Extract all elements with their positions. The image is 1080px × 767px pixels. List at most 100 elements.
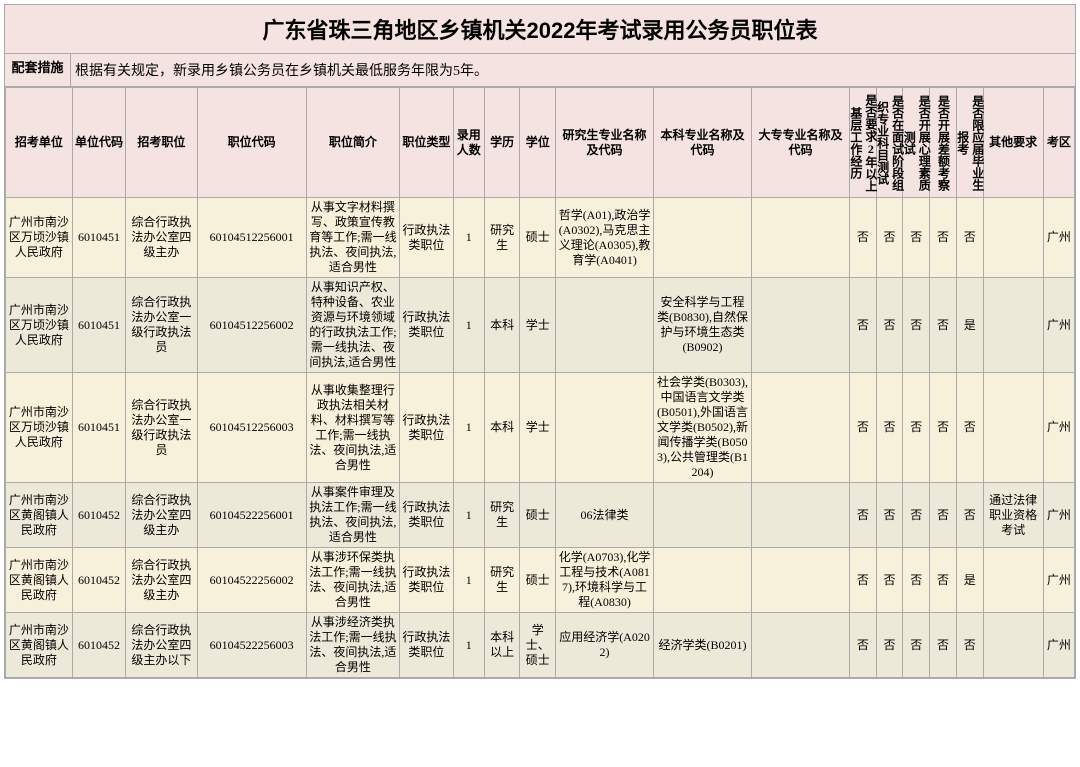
table-cell: [556, 373, 654, 483]
table-cell: 化学(A0703),化学工程与技术(A0817),环境科学与工程(A0830): [556, 548, 654, 613]
table-cell: 广州: [1043, 373, 1074, 483]
table-cell: 否: [903, 373, 930, 483]
table-cell: 否: [876, 198, 903, 278]
table-cell: [983, 373, 1043, 483]
col-header: 是否在面试阶段组织专业科目测试: [876, 88, 903, 198]
table-cell: 综合行政执法办公室四级主办以下: [126, 613, 197, 678]
table-cell: 否: [876, 483, 903, 548]
table-cell: 从事涉环保类执法工作;需一线执法、夜间执法,适合男性: [306, 548, 400, 613]
table-cell: 本科以上: [484, 613, 520, 678]
table-cell: 否: [930, 278, 957, 373]
table-cell: 综合行政执法办公室一级行政执法员: [126, 373, 197, 483]
table-cell: 否: [930, 198, 957, 278]
table-row: 广州市南沙区黄阁镇人民政府6010452综合行政执法办公室四级主办以下60104…: [6, 613, 1075, 678]
col-header: 研究生专业名称及代码: [556, 88, 654, 198]
table-cell: 广州市南沙区黄阁镇人民政府: [6, 483, 73, 548]
table-row: 广州市南沙区万顷沙镇人民政府6010451综合行政执法办公室一级行政执法员601…: [6, 373, 1075, 483]
table-cell: 广州市南沙区万顷沙镇人民政府: [6, 198, 73, 278]
col-header: 是否要求2年以上基层工作经历: [849, 88, 876, 198]
table-cell: 广州: [1043, 613, 1074, 678]
table-cell: 从事收集整理行政执法相关材料、材料撰写等工作;需一线执法、夜间执法,适合男性: [306, 373, 400, 483]
table-cell: 硕士: [520, 548, 556, 613]
table-cell: 本科: [484, 373, 520, 483]
table-cell: 行政执法类职位: [400, 548, 453, 613]
table-cell: 行政执法类职位: [400, 373, 453, 483]
table-cell: 社会学类(B0303),中国语言文学类(B0501),外国语言文学类(B0502…: [654, 373, 752, 483]
table-cell: [654, 548, 752, 613]
table-cell: 否: [876, 548, 903, 613]
table-cell: 广州市南沙区黄阁镇人民政府: [6, 613, 73, 678]
table-cell: 6010451: [72, 198, 125, 278]
col-header: 职位代码: [197, 88, 306, 198]
col-header: 录用人数: [453, 88, 484, 198]
table-cell: 广州: [1043, 278, 1074, 373]
table-cell: [556, 278, 654, 373]
table-row: 广州市南沙区万顷沙镇人民政府6010451综合行政执法办公室四级主办601045…: [6, 198, 1075, 278]
col-header: 是否开展差额考察: [930, 88, 957, 198]
table-cell: 6010451: [72, 373, 125, 483]
table-cell: 是: [956, 548, 983, 613]
table-cell: 否: [930, 373, 957, 483]
table-cell: 行政执法类职位: [400, 278, 453, 373]
table-cell: 60104522256001: [197, 483, 306, 548]
col-header: 单位代码: [72, 88, 125, 198]
table-cell: 研究生: [484, 483, 520, 548]
table-cell: 研究生: [484, 198, 520, 278]
table-cell: 60104522256003: [197, 613, 306, 678]
table-cell: 否: [956, 483, 983, 548]
col-header: 招考单位: [6, 88, 73, 198]
table-cell: 广州: [1043, 483, 1074, 548]
table-cell: 1: [453, 278, 484, 373]
table-cell: 广州: [1043, 198, 1074, 278]
table-cell: 广州市南沙区万顷沙镇人民政府: [6, 373, 73, 483]
table-cell: 否: [876, 613, 903, 678]
col-header: 职位类型: [400, 88, 453, 198]
table-cell: [752, 613, 850, 678]
table-cell: 从事知识产权、特种设备、农业资源与环境领域的行政执法工作;需一线执法、夜间执法,…: [306, 278, 400, 373]
col-header: 招考职位: [126, 88, 197, 198]
table-cell: 1: [453, 483, 484, 548]
table-cell: 从事文字材料撰写、政策宣传教育等工作;需一线执法、夜间执法,适合男性: [306, 198, 400, 278]
table-cell: 应用经济学(A0202): [556, 613, 654, 678]
col-header: 学位: [520, 88, 556, 198]
table-cell: [654, 483, 752, 548]
table-cell: 60104512256002: [197, 278, 306, 373]
table-cell: 否: [903, 613, 930, 678]
table-cell: 60104512256001: [197, 198, 306, 278]
table-cell: 行政执法类职位: [400, 198, 453, 278]
table-cell: 否: [903, 483, 930, 548]
table-cell: 06法律类: [556, 483, 654, 548]
table-cell: 否: [849, 373, 876, 483]
table-cell: 否: [956, 613, 983, 678]
table-cell: [752, 198, 850, 278]
table-cell: 否: [903, 548, 930, 613]
table-cell: 是: [956, 278, 983, 373]
table-cell: 哲学(A01),政治学(A0302),马克思主义理论(A0305),教育学(A0…: [556, 198, 654, 278]
table-cell: 硕士: [520, 483, 556, 548]
table-cell: 否: [876, 373, 903, 483]
table-cell: 6010452: [72, 483, 125, 548]
table-cell: 否: [849, 613, 876, 678]
table-cell: [983, 198, 1043, 278]
table-cell: 学士、硕士: [520, 613, 556, 678]
table-cell: 1: [453, 548, 484, 613]
table-cell: 学士: [520, 278, 556, 373]
table-cell: 广州市南沙区万顷沙镇人民政府: [6, 278, 73, 373]
table-row: 广州市南沙区万顷沙镇人民政府6010451综合行政执法办公室一级行政执法员601…: [6, 278, 1075, 373]
table-cell: 1: [453, 198, 484, 278]
table-cell: [752, 278, 850, 373]
table-cell: [752, 483, 850, 548]
table-cell: 否: [956, 198, 983, 278]
col-header: 其他要求: [983, 88, 1043, 198]
table-cell: 综合行政执法办公室四级主办: [126, 548, 197, 613]
table-cell: 否: [849, 198, 876, 278]
table-cell: 否: [930, 483, 957, 548]
page-title: 广东省珠三角地区乡镇机关2022年考试录用公务员职位表: [5, 5, 1075, 54]
col-header: 考区: [1043, 88, 1074, 198]
table-cell: 否: [930, 613, 957, 678]
col-header: 大专专业名称及代码: [752, 88, 850, 198]
table-cell: 否: [849, 548, 876, 613]
table-cell: 否: [876, 278, 903, 373]
table-cell: 1: [453, 373, 484, 483]
table-cell: 学士: [520, 373, 556, 483]
